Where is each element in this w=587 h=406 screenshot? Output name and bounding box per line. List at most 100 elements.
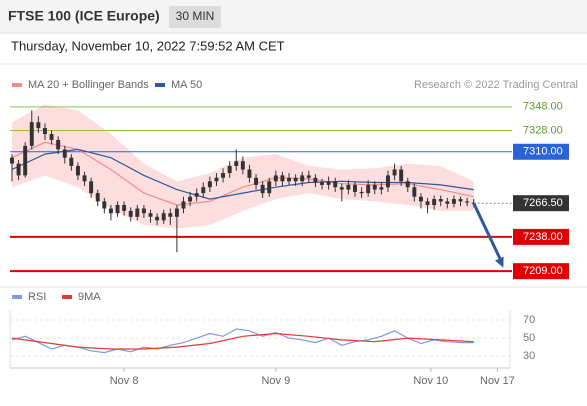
candle-body [49, 134, 54, 140]
candle-body [16, 163, 21, 176]
candle-body [359, 191, 364, 194]
candle-body [247, 169, 252, 178]
y-tick-label: 30 [523, 350, 535, 362]
candle-body [372, 184, 377, 190]
level-label-box [513, 98, 569, 115]
candle-body [425, 201, 430, 205]
candle-body [122, 204, 127, 211]
candle-body [438, 199, 443, 202]
candle-body [69, 157, 74, 166]
candle-body [346, 184, 351, 190]
header-bar [0, 0, 587, 33]
candle-body [273, 175, 278, 182]
candle-body [234, 161, 239, 166]
candle-body [29, 122, 34, 146]
interval: 30 MIN [176, 9, 215, 23]
candle-body [23, 145, 28, 176]
candle-body [405, 181, 410, 188]
candle-body [254, 177, 259, 185]
x-tick-label: Nov 9 [261, 375, 290, 387]
level-label: 7238.00 [523, 231, 563, 243]
candle-body [207, 181, 212, 188]
candle-body [326, 181, 331, 185]
level-label-box [513, 122, 569, 139]
level-label: 7310.00 [523, 146, 563, 158]
candle-body [399, 169, 404, 182]
ma-line [11, 148, 474, 200]
candle-body [135, 208, 140, 217]
last-price-label: 7266.50 [523, 197, 563, 209]
candle-body [227, 165, 232, 174]
candle-body [141, 208, 146, 214]
level-label-box [513, 143, 569, 160]
candle-body [267, 181, 272, 194]
candle-body [240, 161, 245, 170]
candle-body [194, 193, 199, 197]
candle-body [260, 184, 265, 194]
candle-body [36, 122, 41, 129]
ma-line [11, 141, 474, 206]
candle-body [385, 175, 390, 188]
candle-body [62, 149, 67, 158]
candle-body [306, 175, 311, 178]
candle-body [201, 187, 206, 194]
candle-body [392, 169, 397, 176]
title: FTSE 100 (ICE Europe) [8, 8, 160, 24]
candle-body [102, 201, 107, 209]
y-tick-label: 70 [523, 314, 535, 326]
rsi-line [11, 332, 474, 350]
interval-badge [169, 6, 221, 28]
legend-label: 9MA [78, 291, 101, 303]
candle-body [89, 181, 94, 194]
candle-body [379, 187, 384, 190]
candle-body [366, 184, 371, 194]
level-label: 7328.00 [523, 124, 563, 136]
candle-body [75, 165, 80, 176]
candle-body [10, 157, 14, 164]
candle-body [418, 196, 423, 202]
level-label: 7209.00 [523, 265, 563, 277]
candle-body [155, 216, 160, 221]
candle-body [181, 201, 186, 209]
candle-body [214, 177, 219, 182]
candle-body [115, 204, 120, 214]
candle-body [95, 193, 100, 202]
last-price-box [513, 195, 569, 212]
level-label-box [513, 263, 569, 280]
candle-body [128, 210, 133, 217]
level-label-box [513, 228, 569, 245]
x-tick-label: Nov 8 [110, 375, 139, 387]
rsi-line [11, 328, 474, 354]
candle-body [280, 175, 285, 182]
y-tick-label: 50 [523, 332, 535, 344]
candle-body [287, 177, 292, 182]
candle-body [458, 199, 463, 202]
candle-body [161, 213, 166, 221]
candle-body [445, 201, 450, 204]
candle-body [320, 182, 324, 185]
candle-body [82, 175, 87, 182]
candle-body [432, 199, 437, 205]
candle-body [221, 173, 226, 178]
candle-body [108, 208, 113, 214]
candle-body [451, 199, 456, 204]
candle-body [412, 187, 417, 197]
candle-body [148, 213, 153, 217]
candle-body [293, 177, 298, 182]
source: Research © 2022 Trading Central [414, 79, 578, 91]
forecast-arrow [472, 202, 503, 263]
candle-body [353, 184, 357, 192]
candle-body [339, 187, 344, 190]
timestamp: Thursday, November 10, 2022 7:59:52 AM C… [11, 38, 285, 53]
candle-body [42, 128, 47, 135]
candle-body [174, 208, 179, 217]
candle-body [465, 201, 470, 203]
arrow-head [494, 256, 504, 268]
x-tick-label: Nov 17 [480, 375, 515, 387]
legend-label: MA 50 [171, 79, 202, 91]
candle-body [333, 181, 338, 188]
candle-body [56, 139, 61, 150]
legend-label: RSI [28, 291, 46, 303]
candle-body [313, 177, 318, 183]
